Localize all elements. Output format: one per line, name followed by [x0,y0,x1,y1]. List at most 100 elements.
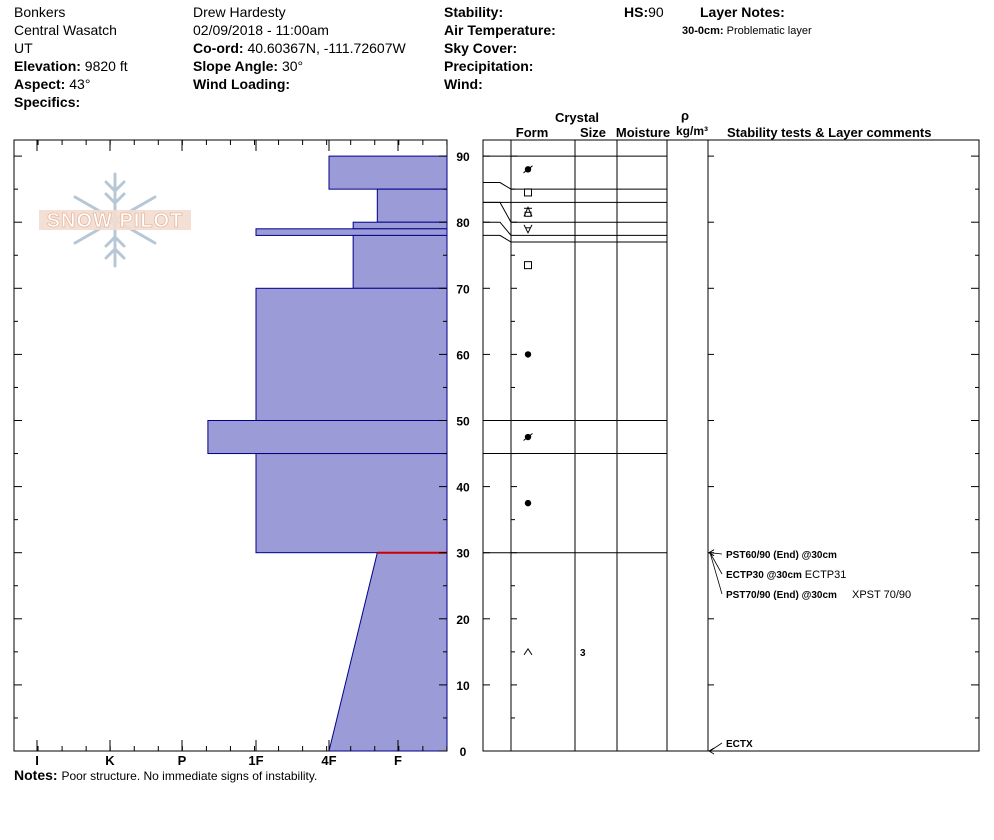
rounded-grain-dot [524,351,532,358]
aspect-value: 43° [69,76,91,92]
col-size-header: Size [580,125,606,140]
facet-square [524,261,532,270]
air-temp-label: Air Temperature: [444,22,556,38]
depth-hoar-caret [523,647,533,656]
depth-tick-label: 60 [456,348,470,362]
depth-tick-label: 70 [456,282,470,296]
aspect-label: Aspect: [14,76,66,92]
precip-label: Precipitation: [444,58,534,74]
stability-test-pointer [709,552,723,575]
layer-connector [483,182,512,190]
header-elevation: Elevation: 9820 ft [14,57,128,75]
stability-tests: PST60/90 (End) @30cm ECTP30 @30cm ECTP31 PS… [708,549,911,755]
slope-value: 30° [281,58,304,74]
crystal-symbols: 3 [523,165,586,659]
header-aspect: Aspect: 43° [14,75,90,93]
crystal-faceted-icon [524,261,532,270]
header-location: Bonkers [14,4,66,20]
depth-tick-label: 30 [456,547,470,561]
elevation-label: Elevation: [14,58,81,74]
hardness-layer-2 [352,221,448,230]
crystal-faceted-icon [524,188,532,197]
crystal-surface-hoar-on-facet-icon [523,206,533,217]
depth-tick-label: 40 [456,481,470,495]
stability-test-label: PST60/90 (End) @30cm [726,550,837,561]
depth-tick-label: 50 [456,415,470,429]
hardness-tick-label: I [35,753,39,768]
stability-test-pointer [709,552,723,595]
hs-value: 90 [648,4,664,20]
layer-connector [483,234,512,243]
sky-cover-label: Sky Cover: [444,40,518,56]
hardness-layer-1 [376,188,448,223]
stability-test-extra: XPST 70/90 [852,589,911,601]
hardness-layer-0 [328,155,448,190]
slope-label: Slope Angle: [193,58,279,74]
depth-tick-label: 90 [456,150,470,164]
crystal-depth-hoar-icon [523,647,533,656]
stability-test-label: ECTP30 @30cm [726,570,802,581]
header-air-temp: Air Temperature: [444,21,556,39]
header-hs: HS:90 [624,3,664,21]
notes-row: Notes: Poor structure. No immediate sign… [14,766,317,785]
col-rho-header: ρ [681,108,689,123]
header-layer-notes: Layer Notes: [700,3,785,21]
notes-label: Notes: [14,767,58,783]
crystal-surface-hoar-icon [523,224,533,234]
crystal-rounded-icon [524,499,532,507]
snowpilot-logo: SNOW PILOT [39,172,191,268]
col-stability-header: Stability tests & Layer comments [727,125,931,140]
depth-tick-label: 0 [460,745,467,759]
hoar-inverted-v [523,206,533,217]
hardness-layer-3 [255,228,448,236]
hardness-tick-label: K [105,753,115,768]
notes-text: Poor structure. No immediate signs of in… [61,769,318,783]
layer-notes-label: Layer Notes: [700,4,785,20]
col-form-header: Form [516,125,549,140]
header-slope: Slope Angle: 30° [193,57,303,75]
stability-test-label: PST70/90 (End) @30cm [726,590,837,601]
layer-note-text: Problematic layer [726,25,812,37]
header-datetime: 02/09/2018 - 11:00am [193,22,329,38]
layer-table-frame [482,139,980,752]
hardness-layer-7 [255,453,448,554]
col-moisture-header: Moisture [616,125,670,140]
stability-label: Stability: [444,4,504,20]
stability-test-arrowhead [708,549,715,557]
header-sky-cover: Sky Cover: [444,39,517,57]
stability-test-arrowhead [708,747,715,755]
hardness-layer-5 [255,287,448,421]
header-stability: Stability: [444,3,503,21]
hoar-v [523,224,533,234]
header-state: UT [14,40,33,56]
header-specifics: Specifics: [14,93,80,111]
specifics-label: Specifics: [14,94,81,110]
depth-tick-label: 20 [456,613,470,627]
crystal-rounded-icon [524,351,532,358]
stability-test-pointer [709,552,723,555]
hardness-layer-8 [328,552,448,752]
header-coord: Co-ord: 40.60367N, -111.72607W [193,39,406,57]
hardness-tick-label: 4F [321,753,336,768]
crystal-decomposing-icon [523,433,533,441]
decomposing-slash [523,433,533,441]
logo-text: SNOW PILOT [47,210,184,232]
stability-test-pointer [709,742,723,752]
header-wind: Wind: [444,75,483,93]
hardness-tick-label: 1F [248,753,263,768]
header-range: Central Wasatch [14,22,117,38]
stability-test-label: ECTX [726,739,753,750]
crystal-decomposing-icon [523,165,533,174]
layer-boundaries [483,155,667,554]
crystal-size-label: 3 [580,648,586,659]
depth-tick-label: 10 [456,679,470,693]
col-density-unit-header: kg/m³ [676,124,708,138]
hardness-tick-label: P [178,753,187,768]
wind-label: Wind: [444,76,483,92]
hardness-layers [207,155,448,752]
header-wind-loading: Wind Loading: [193,75,290,93]
hardness-layer-4 [352,234,448,289]
wind-loading-label: Wind Loading: [193,76,291,92]
hs-label: HS: [624,4,649,20]
